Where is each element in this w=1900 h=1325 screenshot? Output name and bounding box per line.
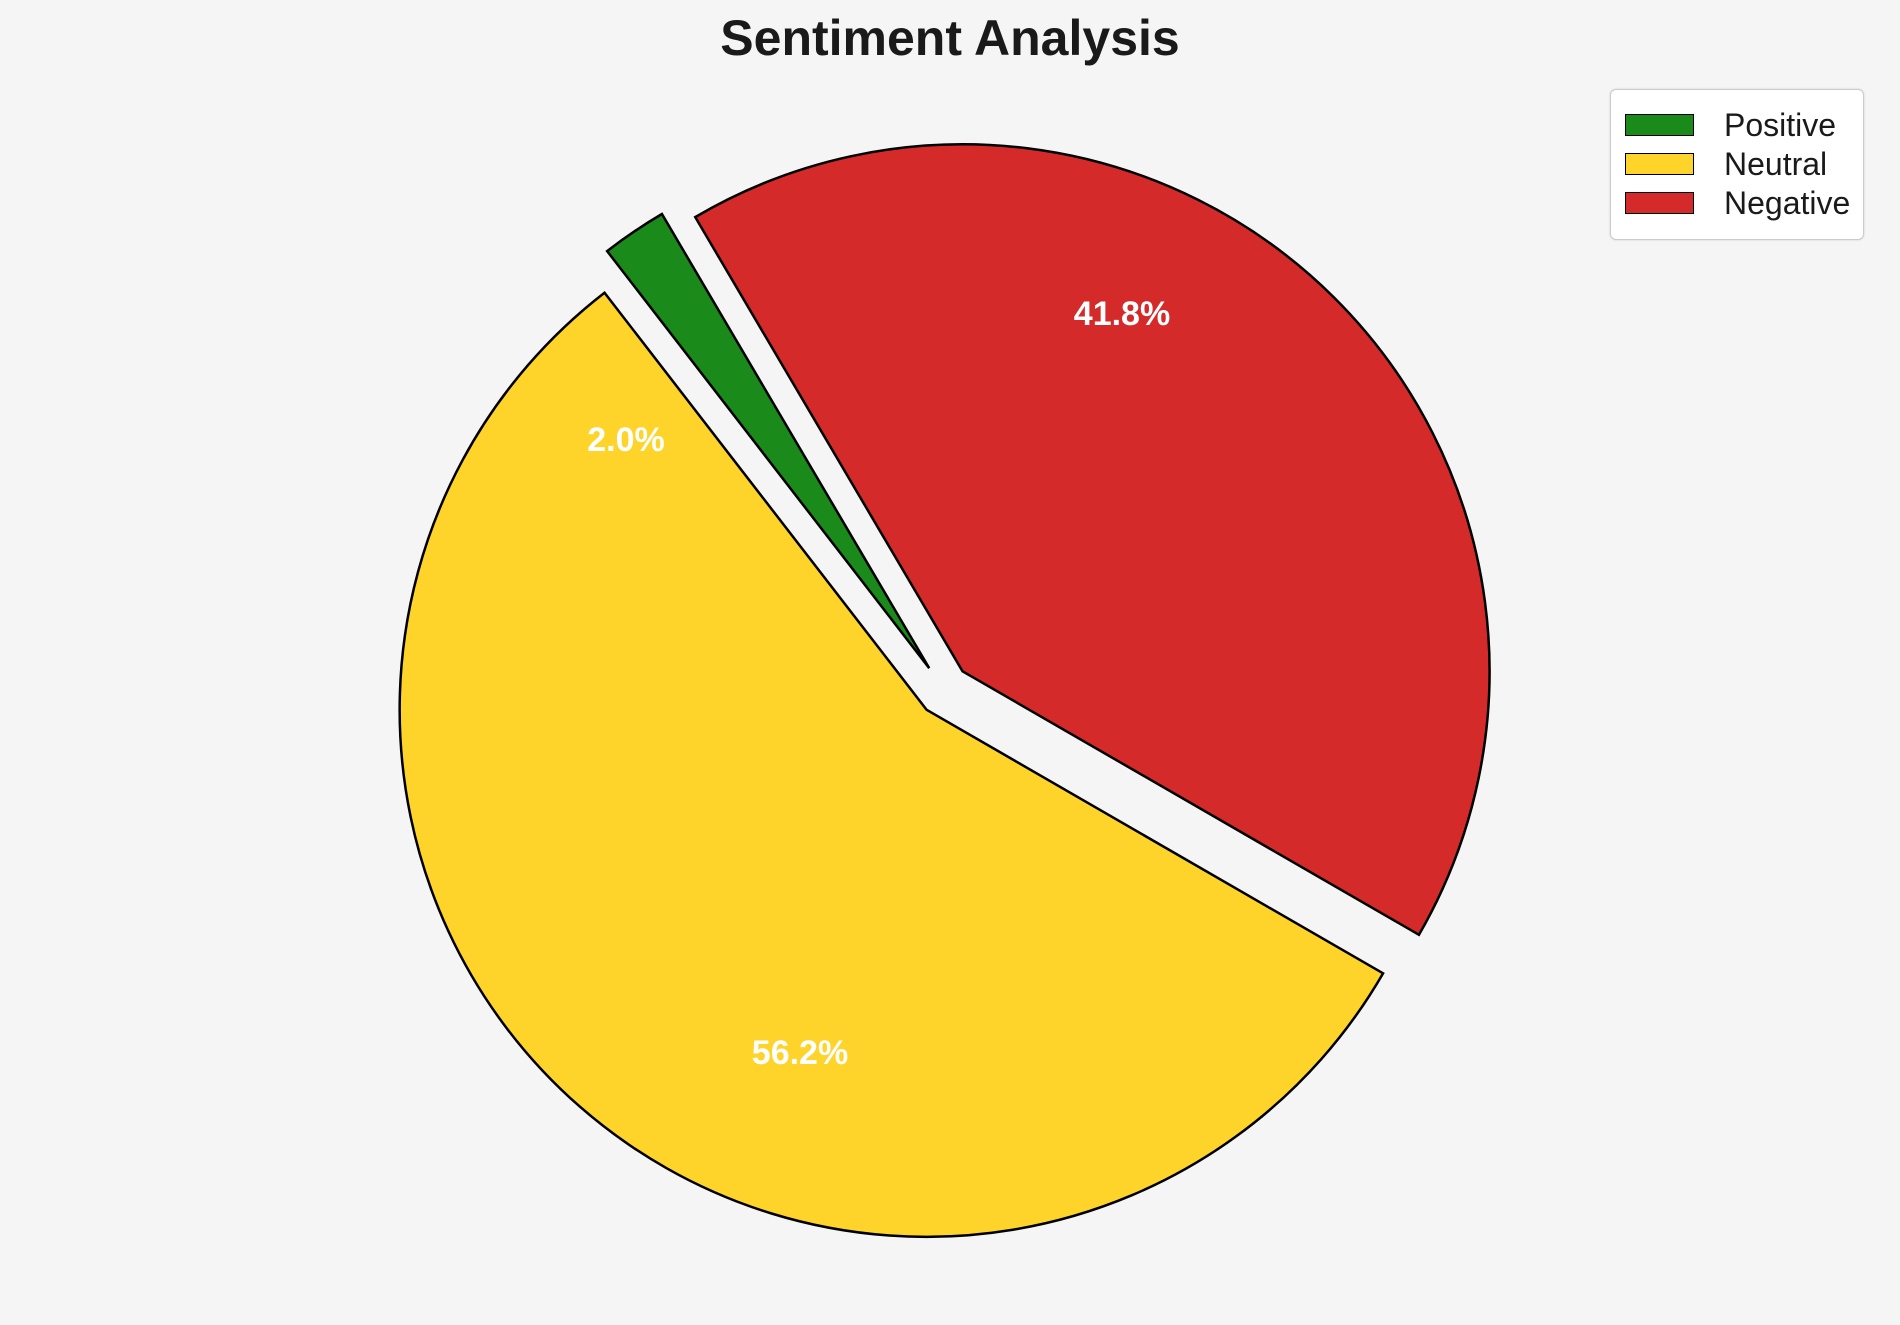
svg-text:56.2%: 56.2% <box>752 1034 848 1072</box>
svg-text:41.8%: 41.8% <box>1074 295 1170 333</box>
svg-text:2.0%: 2.0% <box>587 421 665 459</box>
